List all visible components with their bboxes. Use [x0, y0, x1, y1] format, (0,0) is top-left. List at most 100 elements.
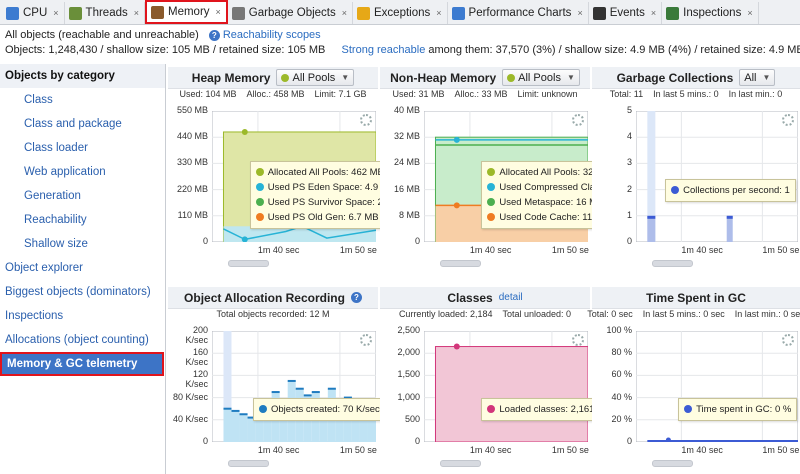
stat-value: Total unloaded: 0 — [502, 309, 572, 319]
chart-scrollbar[interactable] — [440, 260, 482, 267]
close-icon[interactable]: × — [650, 8, 657, 18]
close-icon[interactable]: × — [436, 8, 442, 18]
tab-cpu[interactable]: CPU × — [2, 2, 65, 24]
reachability-scopes-link[interactable]: ? Reachability scopes — [208, 29, 321, 41]
strong-reachable-link[interactable]: Strong reachable — [341, 44, 426, 56]
sidebar-item-biggest-objects-dominators[interactable]: Biggest objects (dominators) — [5, 286, 151, 298]
y-tick-label: 0 — [626, 436, 632, 446]
y-tick-label: 16 MB — [393, 183, 420, 194]
sidebar-item-shallow-size[interactable]: Shallow size — [24, 238, 88, 250]
tab-label: Events — [609, 7, 645, 19]
chart-scrollbar[interactable] — [228, 460, 270, 467]
close-icon[interactable]: × — [341, 8, 347, 18]
chart-area — [424, 331, 588, 442]
tooltip-text: Allocated All Pools: 462 MB — [267, 166, 384, 178]
y-tick-label: 220 MB — [176, 183, 208, 194]
chart-scrollbar[interactable] — [228, 260, 270, 267]
tab-events[interactable]: Events × — [589, 2, 663, 24]
sidebar-item-class-and-package[interactable]: Class and package — [24, 118, 122, 130]
chart-area — [636, 331, 798, 442]
legend-dot-icon — [255, 212, 264, 221]
sidebar-item-web-application[interactable]: Web application — [24, 166, 106, 178]
y-tick-label: 40 K/sec — [172, 413, 208, 424]
y-tick-label: 550 MB — [176, 105, 208, 115]
chart-tooltip: Time spent in GC: 0 % — [678, 397, 798, 421]
chart-scrollbar[interactable] — [652, 460, 693, 467]
close-icon[interactable]: × — [133, 8, 139, 18]
tab-memory[interactable]: Memory × — [145, 0, 228, 24]
panel-header: Time Spent in GC — [592, 287, 800, 309]
objects-scope-line: All objects (reachable and unreachable) … — [5, 29, 321, 41]
sidebar-item-inspections[interactable]: Inspections — [5, 310, 64, 322]
settings-gear-icon[interactable] — [360, 334, 372, 346]
tab-performance-charts[interactable]: Performance Charts × — [448, 2, 589, 24]
help-icon[interactable]: ? — [350, 292, 362, 303]
x-tick-label: 1m 50 se — [762, 445, 800, 455]
tooltip-row: Used PS Survivor Space: 288 KB — [255, 195, 409, 210]
settings-gear-icon[interactable] — [782, 334, 794, 346]
tab-label: Inspections — [683, 7, 742, 19]
settings-gear-icon[interactable] — [572, 114, 584, 126]
close-icon[interactable]: × — [577, 8, 583, 18]
x-tick-label: 1m 50 se — [339, 245, 377, 255]
legend-dot-icon — [259, 404, 267, 413]
y-tick-label: 80 K/sec — [172, 391, 208, 402]
pool-dropdown[interactable]: All Pools ▼ — [276, 69, 355, 86]
sidebar-item-class[interactable]: Class — [24, 94, 53, 106]
tooltip-row: Used PS Eden Space: 4.9 MB — [255, 180, 409, 195]
y-tick-label: 5 — [626, 105, 632, 115]
x-tick-label: 1m 40 sec — [681, 445, 723, 455]
sidebar-item-memory-gc-telemetry[interactable]: Memory & GC telemetry — [0, 352, 164, 376]
tab-threads[interactable]: Threads × — [65, 2, 145, 24]
detail-link[interactable]: detail — [498, 292, 523, 303]
stat-value: Total: 0 sec — [587, 309, 633, 319]
y-tick-label: 110 MB — [177, 209, 208, 220]
chart-area — [636, 111, 798, 242]
panel-header: Non-Heap Memory All Pools ▼ — [380, 67, 590, 89]
y-tick-label: 160 K/sec — [185, 347, 208, 368]
stat-value: Alloc.: 33 MB — [454, 89, 508, 99]
trash-icon — [231, 6, 245, 20]
close-icon[interactable]: × — [215, 7, 221, 17]
tooltip-row: Allocated All Pools: 32 MB — [487, 165, 669, 180]
chart-scrollbar[interactable] — [440, 460, 482, 467]
y-tick-label: 32 MB — [393, 131, 420, 142]
chart-tooltip: Loaded classes: 2,161 — [481, 397, 601, 421]
legend-dot-icon — [487, 167, 496, 176]
close-icon[interactable]: × — [53, 8, 59, 18]
y-tick-label: 24 MB — [393, 157, 420, 168]
pool-dropdown[interactable]: All ▼ — [739, 69, 776, 86]
strong-reachable-summary: among them: 37,570 (3%) / shallow size: … — [425, 44, 800, 56]
x-tick-label: 1m 40 sec — [257, 245, 300, 255]
sidebar-item-allocations-object-counting[interactable]: Allocations (object counting) — [5, 334, 149, 346]
y-tick-label: 1,000 — [397, 391, 420, 402]
panel-title: Heap Memory — [191, 70, 271, 85]
y-tick-label: 200 K/sec — [185, 325, 208, 345]
close-icon[interactable]: × — [747, 8, 753, 18]
y-tick-label: 2,000 — [397, 347, 420, 358]
stat-value: Used: 104 MB — [179, 89, 237, 99]
stat-value: Total objects recorded: 12 M — [216, 309, 330, 319]
sidebar-item-reachability[interactable]: Reachability — [24, 214, 87, 226]
tab-label: Threads — [85, 7, 128, 19]
stat-value: Used: 31 MB — [392, 89, 445, 99]
sidebar-item-object-explorer[interactable]: Object explorer — [5, 262, 83, 274]
sidebar-item-generation[interactable]: Generation — [24, 190, 81, 202]
tab-label: Garbage Objects — [248, 7, 336, 19]
stat-value: In last min.: 0 sec — [734, 309, 800, 319]
panel-gc: Garbage Collections All ▼ Total: 11 In last … — [592, 67, 800, 274]
legend-dot-icon — [255, 182, 264, 191]
chart-scrollbar[interactable] — [652, 260, 693, 267]
sidebar-item-class-loader[interactable]: Class loader — [24, 142, 88, 154]
tab-garbage-objects[interactable]: Garbage Objects × — [228, 2, 353, 24]
pool-dropdown[interactable]: All Pools ▼ — [502, 69, 580, 86]
tooltip-text: Used PS Survivor Space: 288 KB — [267, 196, 409, 208]
x-tick-label: 1m 40 sec — [469, 245, 512, 255]
tab-inspections[interactable]: Inspections × — [662, 2, 759, 24]
tab-exceptions[interactable]: Exceptions × — [353, 2, 448, 24]
y-tick-label: 100 % — [606, 325, 632, 335]
y-tick-label: 0 — [626, 236, 632, 246]
settings-gear-icon[interactable] — [782, 114, 794, 126]
settings-gear-icon[interactable] — [360, 114, 372, 126]
settings-gear-icon[interactable] — [572, 334, 584, 346]
